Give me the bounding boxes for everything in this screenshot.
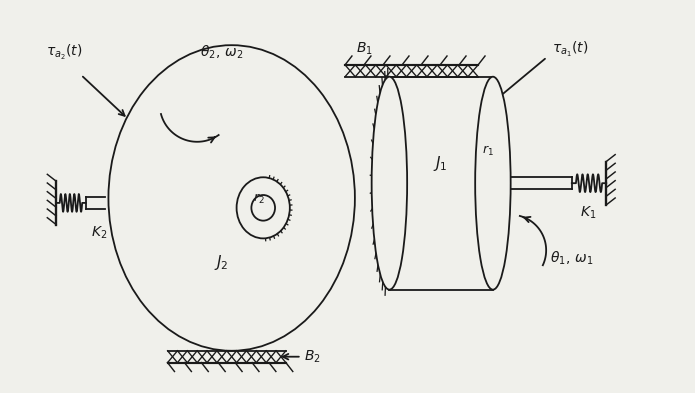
Text: $\tau_{a_2}(t)$: $\tau_{a_2}(t)$: [46, 43, 82, 62]
Text: $B_1$: $B_1$: [357, 41, 373, 57]
Ellipse shape: [108, 45, 355, 351]
Text: $r_1$: $r_1$: [482, 143, 494, 158]
Text: $J_1$: $J_1$: [433, 154, 448, 173]
Text: $J_2$: $J_2$: [215, 253, 229, 272]
Text: $r_2$: $r_2$: [254, 192, 265, 206]
Ellipse shape: [372, 77, 407, 290]
Text: $K_2$: $K_2$: [90, 224, 107, 241]
Ellipse shape: [236, 177, 290, 239]
Text: $\tau_{a_1}(t)$: $\tau_{a_1}(t)$: [552, 40, 589, 59]
Text: $K_1$: $K_1$: [580, 205, 597, 221]
Ellipse shape: [475, 77, 511, 290]
Text: $\theta_1,\,\omega_1$: $\theta_1,\,\omega_1$: [550, 250, 594, 267]
Ellipse shape: [252, 195, 275, 220]
Text: $B_2$: $B_2$: [304, 349, 320, 365]
Text: $\theta_2,\,\omega_2$: $\theta_2,\,\omega_2$: [200, 44, 243, 61]
